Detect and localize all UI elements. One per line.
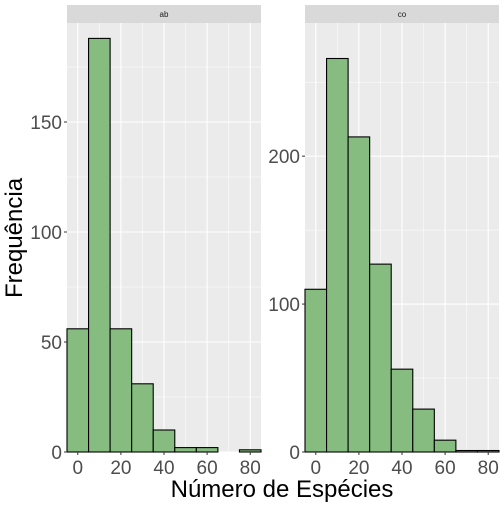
y-axis-title: Frequência xyxy=(1,177,28,298)
histogram-bar xyxy=(370,264,392,452)
x-axis-title: Número de Espécies xyxy=(171,476,394,503)
histogram-bar xyxy=(327,59,349,452)
histogram-bar xyxy=(305,289,327,452)
x-tick-label: 60 xyxy=(435,458,456,479)
y-tick-label: 0 xyxy=(289,443,300,464)
histogram-bar xyxy=(239,450,261,452)
histogram-bar xyxy=(67,329,89,452)
y-tick-label: 100 xyxy=(268,295,300,316)
histogram-bar xyxy=(132,384,154,452)
histogram-bar xyxy=(391,369,413,452)
histogram-bar xyxy=(196,448,218,452)
x-tick-label: 80 xyxy=(478,458,499,479)
x-tick-label: 40 xyxy=(391,458,412,479)
y-tick-label: 50 xyxy=(41,333,62,354)
facet-strip-label: co xyxy=(398,10,407,19)
y-tick-label: 100 xyxy=(30,223,62,244)
x-tick-label: 20 xyxy=(110,458,131,479)
y-tick-label: 150 xyxy=(30,113,62,134)
histogram-bar xyxy=(153,430,175,452)
y-tick-label: 200 xyxy=(268,147,300,168)
x-tick-label: 0 xyxy=(72,458,83,479)
histogram-bar xyxy=(348,137,370,452)
y-tick-label: 0 xyxy=(51,443,62,464)
histogram-bar xyxy=(110,329,132,452)
histogram-bar xyxy=(413,409,435,452)
facet-strip-label: ab xyxy=(160,10,169,19)
histogram-bar xyxy=(175,448,197,452)
histogram-bar xyxy=(477,451,499,452)
histogram-bar xyxy=(89,38,111,452)
histogram-bar xyxy=(456,451,478,452)
histogram-bar xyxy=(434,440,456,452)
